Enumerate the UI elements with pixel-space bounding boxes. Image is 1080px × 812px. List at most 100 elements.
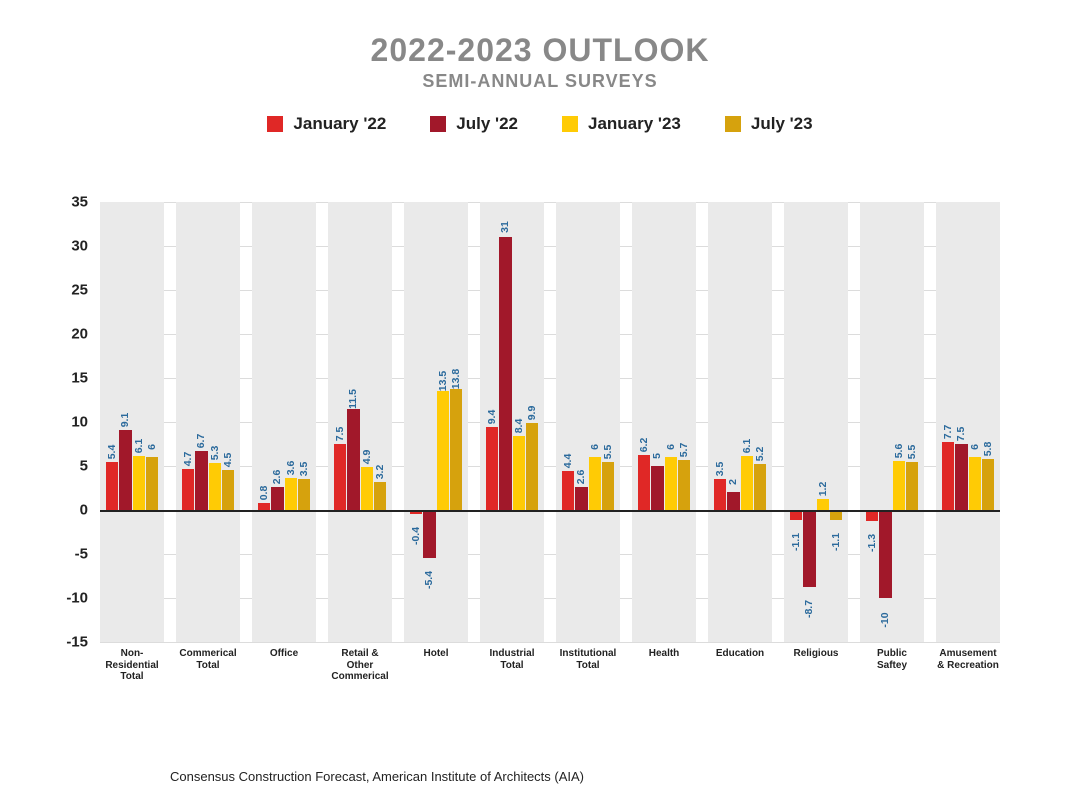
bar-value-label: 5.4: [106, 445, 118, 460]
legend-label: January '22: [293, 114, 386, 134]
bar: [361, 467, 373, 510]
bar-value-label: 5.3: [209, 446, 221, 461]
gridline: [100, 642, 1000, 643]
bar-value-label: 6: [589, 444, 601, 450]
x-tick-label: Retail &OtherCommerical: [325, 648, 395, 683]
bar: [437, 391, 449, 510]
bar: [982, 459, 994, 510]
bar-value-label: 5.8: [982, 442, 994, 457]
bar-value-label: 7.5: [955, 427, 967, 442]
bar-value-label: 2.6: [575, 470, 587, 485]
bar-value-label: 6.1: [133, 439, 145, 454]
bar: [955, 444, 967, 510]
group-background: [708, 202, 772, 642]
y-tick-label: -10: [66, 590, 88, 607]
bar-value-label: 0.8: [258, 486, 270, 501]
bar-value-label: -8.7: [803, 600, 815, 618]
bar: [602, 462, 614, 510]
group-background: [328, 202, 392, 642]
bar: [195, 451, 207, 510]
bar-value-label: 6: [146, 444, 158, 450]
y-tick-label: -5: [75, 546, 88, 563]
bar: [754, 464, 766, 510]
bar: [374, 482, 386, 510]
bar-value-label: 4.9: [361, 450, 373, 465]
bar: [651, 466, 663, 510]
x-tick-label: InstitutionalTotal: [553, 648, 623, 671]
legend-swatch: [430, 116, 446, 132]
chart-footer: Consensus Construction Forecast, America…: [170, 769, 584, 784]
bar-value-label: -5.4: [423, 570, 435, 588]
bar: [678, 460, 690, 510]
bar-value-label: 13.5: [437, 371, 449, 391]
bar-value-label: 9.4: [486, 410, 498, 425]
bar: [727, 492, 739, 510]
bar: [562, 471, 574, 510]
bar-value-label: 6.7: [195, 434, 207, 449]
chart-area: 5.49.16.164.76.75.34.50.82.63.63.57.511.…: [100, 202, 1000, 682]
x-tick-label: CommericalTotal: [173, 648, 243, 671]
bar-value-label: 3.5: [298, 462, 310, 477]
y-tick-label: 25: [71, 282, 88, 299]
bar: [258, 503, 270, 510]
bar: [575, 487, 587, 510]
bar-value-label: 4.7: [182, 451, 194, 466]
group-background: [556, 202, 620, 642]
bar-value-label: 5.2: [754, 447, 766, 462]
bar: [526, 423, 538, 510]
bar-value-label: 11.5: [347, 389, 359, 409]
bar-value-label: 4.5: [222, 453, 234, 468]
x-tick-label: Office: [249, 648, 319, 660]
bar-value-label: 9.9: [526, 406, 538, 421]
bar: [803, 510, 815, 587]
bar: [969, 457, 981, 510]
bar: [285, 478, 297, 510]
legend-label: January '23: [588, 114, 681, 134]
group-background: [632, 202, 696, 642]
y-tick-label: 30: [71, 238, 88, 255]
bar-value-label: 13.8: [450, 368, 462, 388]
bar: [499, 237, 511, 510]
bar-value-label: 6.1: [741, 439, 753, 454]
legend-swatch: [562, 116, 578, 132]
bar: [893, 461, 905, 510]
bar-value-label: 6: [665, 444, 677, 450]
chart-title: 2022-2023 OUTLOOK: [0, 32, 1080, 69]
bar: [638, 455, 650, 510]
legend-label: July '22: [456, 114, 518, 134]
y-tick-label: 20: [71, 326, 88, 343]
bar: [423, 510, 435, 558]
bar-value-label: 5.7: [678, 443, 690, 458]
x-tick-label: Amusement& Recreation: [933, 648, 1003, 671]
bar-value-label: 5.6: [893, 443, 905, 458]
legend-item: January '23: [562, 114, 681, 134]
x-tick-label: PublicSaftey: [857, 648, 927, 671]
bar-value-label: 1.2: [817, 482, 829, 497]
bar: [222, 470, 234, 510]
bar-value-label: 8.4: [513, 419, 525, 434]
legend-item: July '23: [725, 114, 813, 134]
bar-value-label: 3.6: [285, 461, 297, 476]
y-tick-label: -15: [66, 634, 88, 651]
y-tick-label: 5: [80, 458, 88, 475]
bar: [334, 444, 346, 510]
bar: [450, 389, 462, 510]
bar: [741, 456, 753, 510]
bar-value-label: 4.4: [562, 454, 574, 469]
bar-value-label: 31: [499, 221, 511, 233]
bar-value-label: -0.4: [410, 526, 422, 544]
bar: [486, 427, 498, 510]
bar: [513, 436, 525, 510]
bar: [589, 457, 601, 510]
group-background: [100, 202, 164, 642]
bar: [146, 457, 158, 510]
bar: [182, 469, 194, 510]
chart-subtitle: SEMI-ANNUAL SURVEYS: [0, 71, 1080, 92]
bar: [106, 462, 118, 510]
x-tick-label: Health: [629, 648, 699, 660]
bar-value-label: -1.1: [830, 533, 842, 551]
zero-baseline: [100, 510, 1000, 512]
x-tick-label: Education: [705, 648, 775, 660]
y-tick-label: 35: [71, 194, 88, 211]
x-tick-label: Religious: [781, 648, 851, 660]
